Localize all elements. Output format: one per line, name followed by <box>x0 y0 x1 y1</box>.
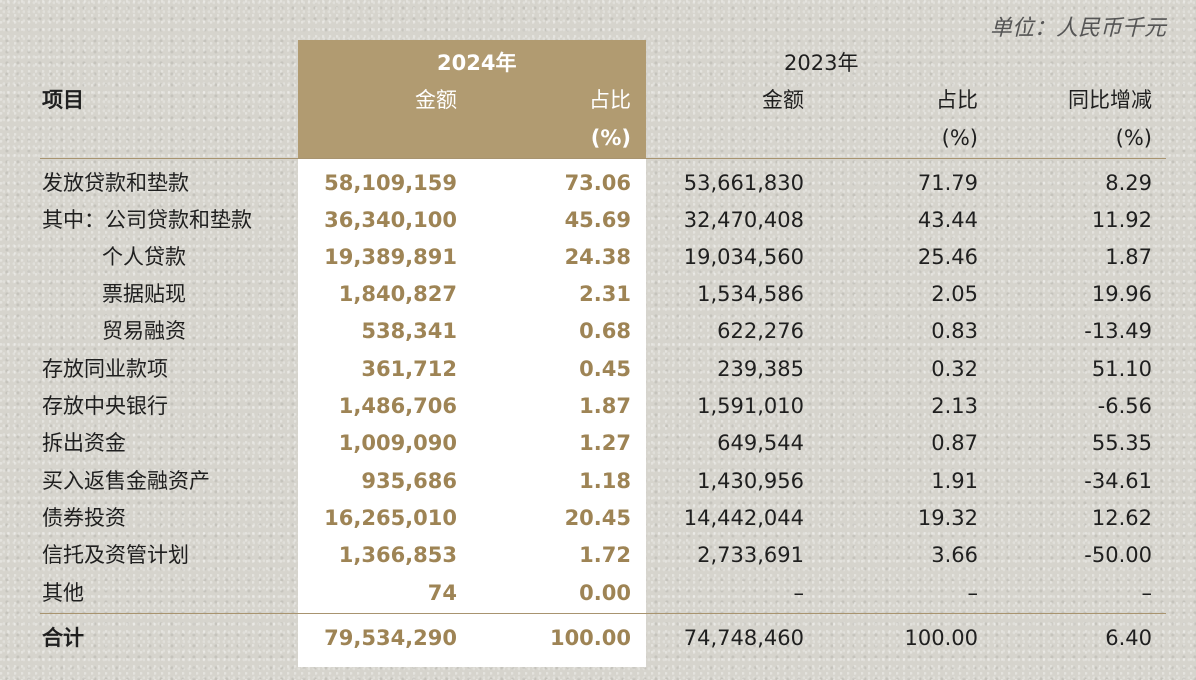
header-share-2024: 占比 <box>589 88 631 112</box>
cell-yoy: -13.49 <box>1084 319 1152 343</box>
cell-amount-2024: 1,366,853 <box>338 543 457 567</box>
cell-amount-2023: 14,442,044 <box>683 506 804 530</box>
cell-share-2024: 0.00 <box>579 581 631 605</box>
cell-share-2024: 1.27 <box>579 431 631 455</box>
cell-amount-2024: 74 <box>427 581 457 605</box>
cell-amount-2024: 36,340,100 <box>324 208 457 232</box>
cell-share-2023: 0.32 <box>931 357 978 381</box>
total-share-2024: 100.00 <box>549 626 631 650</box>
total-amount-2024: 79,534,290 <box>324 626 457 650</box>
cell-amount-2024: 935,686 <box>361 469 457 493</box>
total-label: 合计 <box>42 626 84 650</box>
cell-share-2023: 71.79 <box>917 171 978 195</box>
cell-amount-2023: 32,470,408 <box>683 208 804 232</box>
header-item: 项目 <box>42 88 84 112</box>
cell-share-2024: 73.06 <box>564 171 631 195</box>
cell-amount-2023: 1,591,010 <box>697 394 804 418</box>
cell-amount-2024: 538,341 <box>361 319 457 343</box>
header-year-2023: 2023年 <box>784 51 859 75</box>
cell-yoy: -50.00 <box>1084 543 1152 567</box>
cell-share-2023: 2.05 <box>931 282 978 306</box>
row-label: 拆出资金 <box>42 431 126 455</box>
cell-share-2023: 2.13 <box>931 394 978 418</box>
total-yoy: 6.40 <box>1105 626 1152 650</box>
cell-amount-2023: 19,034,560 <box>683 245 804 269</box>
cell-share-2024: 2.31 <box>579 282 631 306</box>
row-label: 个人贷款 <box>102 245 186 269</box>
cell-amount-2023: 2,733,691 <box>697 543 804 567</box>
cell-amount-2024: 1,486,706 <box>338 394 457 418</box>
total-share-2023: 100.00 <box>904 626 978 650</box>
row-label: 贸易融资 <box>102 319 186 343</box>
cell-yoy: 8.29 <box>1105 171 1152 195</box>
row-label: 存放同业款项 <box>42 357 168 381</box>
cell-share-2024: 1.87 <box>579 394 631 418</box>
unit-note: 单位：人民币千元 <box>989 16 1166 41</box>
cell-share-2023: 0.83 <box>931 319 978 343</box>
cell-yoy: 51.10 <box>1091 357 1152 381</box>
cell-yoy: -34.61 <box>1084 469 1152 493</box>
row-label: 债券投资 <box>42 506 126 530</box>
cell-yoy: 12.62 <box>1091 506 1152 530</box>
cell-share-2023: 19.32 <box>917 506 978 530</box>
cell-share-2024: 1.18 <box>579 469 631 493</box>
row-label: 其中：公司贷款和垫款 <box>42 208 252 232</box>
cell-yoy: 19.96 <box>1091 282 1152 306</box>
cell-share-2023: – <box>967 581 979 605</box>
cell-share-2024: 0.45 <box>579 357 631 381</box>
cell-amount-2023: – <box>793 581 805 605</box>
cell-amount-2024: 361,712 <box>361 357 457 381</box>
cell-share-2023: 3.66 <box>931 543 978 567</box>
header-share-2023-pct: (%) <box>941 126 978 150</box>
header-share-2023: 占比 <box>936 88 978 112</box>
total-divider <box>40 613 1166 614</box>
cell-amount-2024: 58,109,159 <box>324 171 457 195</box>
header-band-2024 <box>298 40 646 158</box>
cell-yoy: 55.35 <box>1091 431 1152 455</box>
row-label: 发放贷款和垫款 <box>42 171 189 195</box>
cell-share-2023: 1.91 <box>931 469 978 493</box>
row-label: 买入返售金融资产 <box>42 469 210 493</box>
cell-share-2024: 24.38 <box>564 245 631 269</box>
cell-yoy: – <box>1141 581 1153 605</box>
cell-amount-2024: 16,265,010 <box>324 506 457 530</box>
header-share-2024-pct: (%) <box>590 126 631 150</box>
cell-share-2023: 43.44 <box>917 208 978 232</box>
cell-yoy: 11.92 <box>1091 208 1152 232</box>
header-divider <box>40 158 1166 159</box>
row-label: 票据贴现 <box>102 282 186 306</box>
total-amount-2023: 74,748,460 <box>683 626 804 650</box>
cell-amount-2023: 239,385 <box>717 357 804 381</box>
cell-amount-2024: 1,009,090 <box>338 431 457 455</box>
cell-yoy: 1.87 <box>1105 245 1152 269</box>
header-amount-2023: 金额 <box>762 88 804 112</box>
cell-amount-2023: 1,534,586 <box>697 282 804 306</box>
row-label: 存放中央银行 <box>42 394 168 418</box>
cell-share-2023: 0.87 <box>931 431 978 455</box>
header-amount-2024: 金额 <box>415 88 457 112</box>
header-yoy-pct: (%) <box>1115 126 1152 150</box>
cell-amount-2023: 622,276 <box>717 319 804 343</box>
header-yoy: 同比增减 <box>1068 88 1152 112</box>
cell-amount-2024: 1,840,827 <box>338 282 457 306</box>
cell-share-2024: 45.69 <box>564 208 631 232</box>
header-year-2024: 2024年 <box>437 51 517 75</box>
row-label: 信托及资管计划 <box>42 543 189 567</box>
cell-share-2024: 0.68 <box>579 319 631 343</box>
cell-amount-2023: 53,661,830 <box>683 171 804 195</box>
cell-share-2024: 20.45 <box>564 506 631 530</box>
cell-share-2024: 1.72 <box>579 543 631 567</box>
cell-share-2023: 25.46 <box>917 245 978 269</box>
cell-amount-2024: 19,389,891 <box>324 245 457 269</box>
cell-amount-2023: 1,430,956 <box>697 469 804 493</box>
row-label: 其他 <box>42 581 84 605</box>
cell-amount-2023: 649,544 <box>717 431 804 455</box>
cell-yoy: -6.56 <box>1097 394 1152 418</box>
